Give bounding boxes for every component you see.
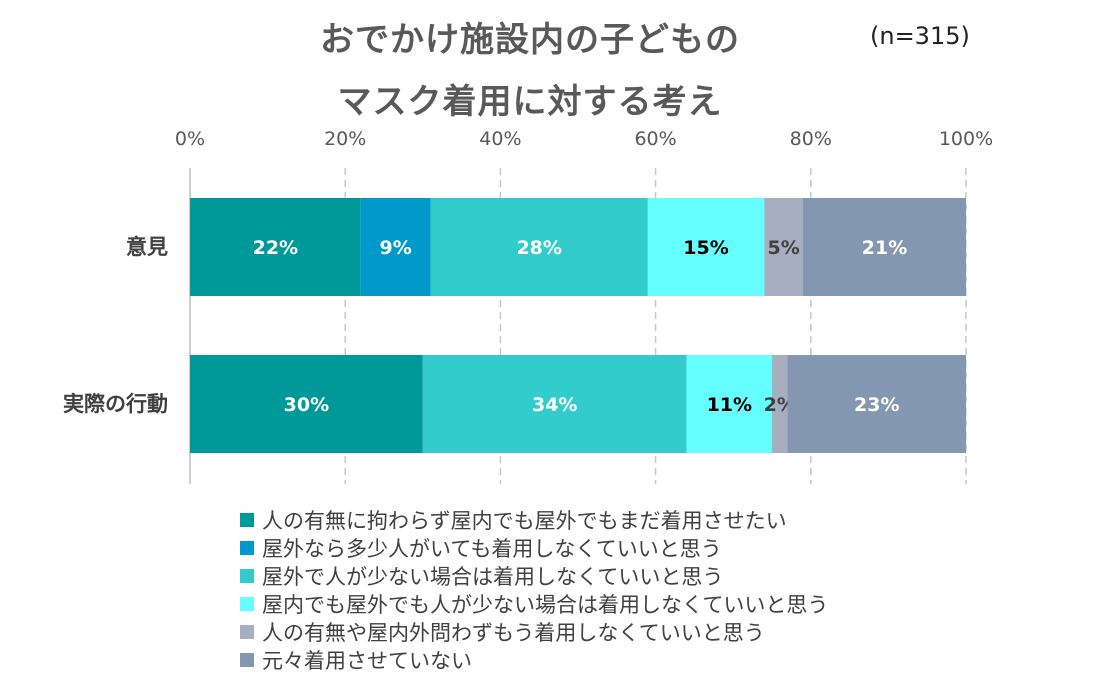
data-label: 34%: [532, 394, 577, 416]
chart-title-line1: おでかけ施設内の子どもの: [320, 20, 740, 60]
x-tick-label: 20%: [324, 128, 366, 150]
data-label: 30%: [284, 394, 329, 416]
legend-swatch: [240, 541, 254, 555]
legend-item: 元々着用させていない: [240, 646, 828, 674]
data-label: 22%: [253, 237, 298, 259]
sample-size-label: (n=315): [870, 22, 970, 50]
bar-segment: [430, 198, 648, 296]
legend-item: 屋内でも屋外でも人が少ない場合は着用しなくていいと思う: [240, 590, 828, 618]
legend-item: 人の有無に拘わらず屋内でも屋外でもまだ着用させたい: [240, 506, 828, 534]
chart-title-line2: マスク着用に対する考え: [337, 82, 723, 122]
bar-segment: [787, 355, 966, 453]
category-label: 意見: [126, 235, 168, 259]
data-label: 21%: [862, 237, 907, 259]
legend-item: 人の有無や屋内外問わずもう着用しなくていいと思う: [240, 618, 828, 646]
bar-segment: [422, 355, 687, 453]
bar-segment: [772, 355, 788, 453]
bar-segment: [686, 355, 772, 453]
legend-item: 屋外で人が少ない場合は着用しなくていいと思う: [240, 562, 828, 590]
data-label: 28%: [516, 237, 561, 259]
legend-label: 人の有無に拘わらず屋内でも屋外でもまだ着用させたい: [262, 509, 787, 533]
data-label: 11%: [707, 394, 752, 416]
bar-segment: [647, 198, 765, 296]
legend-swatch: [240, 625, 254, 639]
legend-swatch: [240, 597, 254, 611]
bar-segment: [360, 198, 431, 296]
legend-swatch: [240, 653, 254, 667]
x-tick-label: 100%: [939, 128, 993, 150]
x-tick-label: 80%: [790, 128, 832, 150]
bar-segment: [190, 198, 361, 296]
data-label: 15%: [683, 237, 728, 259]
chart-legend: 人の有無に拘わらず屋内でも屋外でもまだ着用させたい 屋外なら多少人がいても着用しな…: [240, 506, 828, 674]
x-tick-label: 60%: [634, 128, 676, 150]
x-tick-label: 0%: [175, 128, 205, 150]
legend-label: 屋内でも屋外でも人が少ない場合は着用しなくていいと思う: [262, 593, 829, 617]
bar-segment: [764, 198, 804, 296]
category-label: 実際の行動: [63, 392, 168, 416]
legend-label: 元々着用させていない: [262, 649, 472, 673]
legend-swatch: [240, 569, 254, 583]
legend-label: 人の有無や屋内外問わずもう着用しなくていいと思う: [262, 621, 765, 645]
data-label: 5%: [768, 237, 800, 259]
x-tick-label: 40%: [479, 128, 521, 150]
legend-label: 屋外なら多少人がいても着用しなくていいと思う: [262, 537, 722, 561]
legend-swatch: [240, 513, 254, 527]
data-label: 23%: [854, 394, 899, 416]
data-label: 9%: [380, 237, 412, 259]
bar-segment: [190, 355, 423, 453]
legend-label: 屋外で人が少ない場合は着用しなくていいと思う: [262, 565, 724, 589]
legend-item: 屋外なら多少人がいても着用しなくていいと思う: [240, 534, 828, 562]
bar-segment: [803, 198, 966, 296]
